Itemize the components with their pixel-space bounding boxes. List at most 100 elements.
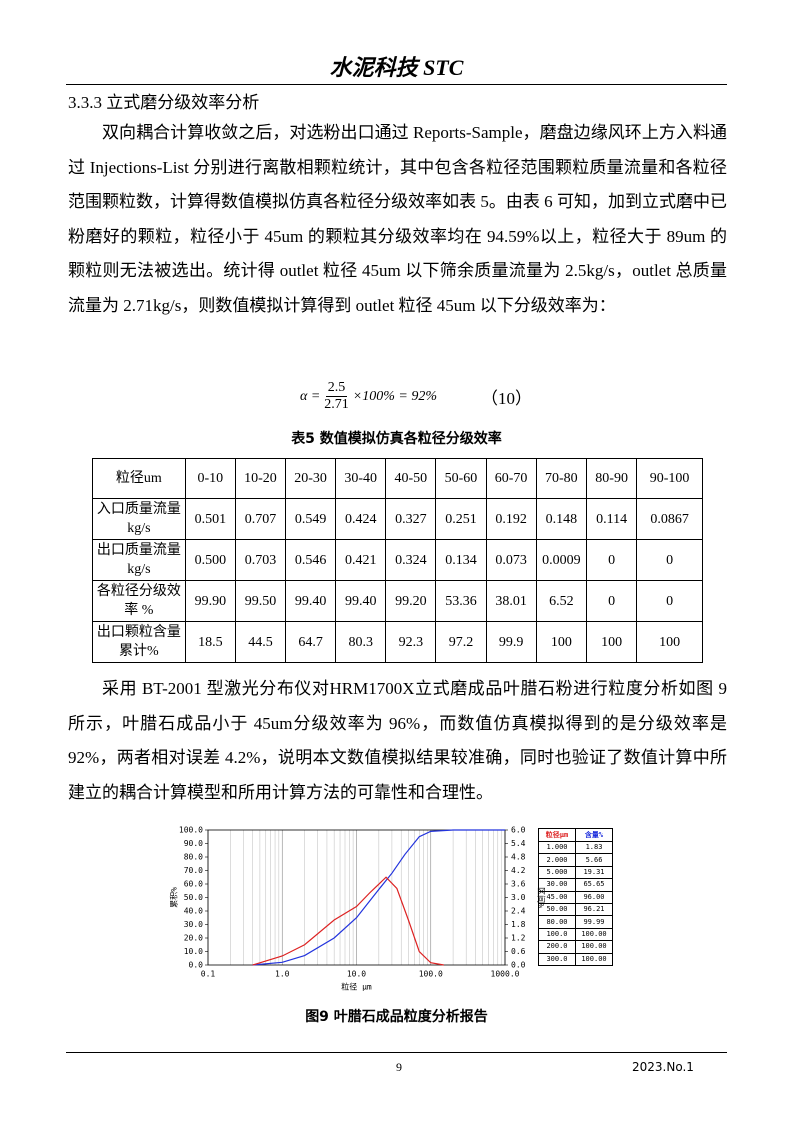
table-cell: 0.327 (385, 498, 437, 540)
table-cell: 100.00 (575, 927, 613, 942)
table-cell: 97.2 (435, 621, 487, 663)
x-tick-label: 0.1 (201, 970, 216, 979)
table-cell: 50.00 (538, 902, 576, 917)
table-cell: 64.7 (284, 621, 337, 663)
equation: α = 2.5 2.71 ×100% = 92% （10） (300, 380, 532, 413)
table-row: 30.00 65.65 (538, 878, 613, 892)
paragraph: 采用 BT-2001 型激光分布仪对HRM1700X立式磨成品叶腊石粉进行粒度分… (68, 679, 727, 802)
denominator: 2.71 (324, 397, 349, 412)
table-cell: 100.00 (575, 952, 613, 966)
table-cell: 0.148 (535, 498, 588, 540)
y2-tick-label: 1.2 (511, 934, 526, 943)
table-cell: 0.114 (586, 498, 638, 540)
table-cell: 18.5 (184, 621, 236, 663)
table-cell: 99.90 (184, 580, 236, 622)
table-cell: 44.5 (234, 621, 287, 663)
y2-tick-label: 2.4 (511, 907, 526, 916)
y2-tick-label: 0.0 (511, 961, 526, 970)
y-axis-label: 累积% (169, 887, 179, 908)
y2-tick-label: 4.8 (511, 853, 526, 862)
y-tick-label: 100.0 (179, 826, 203, 835)
plot-frame (207, 829, 506, 966)
table-row: 入口质量流量 kg/s 0.501 0.707 0.549 0.424 0.327 0.25… (92, 498, 703, 540)
table-cell: 96.21 (575, 902, 613, 917)
header-cell: 70-80 (535, 458, 588, 499)
table-cell: 0.546 (284, 539, 337, 581)
equation-number: （10） (481, 389, 533, 408)
table-row: 100.0 100.00 (538, 927, 613, 942)
table-cell: 0.192 (485, 498, 537, 540)
issue: 2023.No.1 (632, 1060, 694, 1074)
table-cell: 0.424 (335, 498, 387, 540)
table-row: 1.000 1.83 (538, 840, 613, 855)
y-tick-label: 20.0 (184, 934, 203, 943)
table-cell: 0.134 (435, 539, 487, 581)
table-cell: 0 (586, 580, 638, 622)
table-row: 45.00 96.00 (538, 890, 613, 904)
table-cell: 100 (535, 621, 588, 663)
numerator: 2.5 (325, 380, 348, 397)
table-caption: 表5 数值模拟仿真各粒径分级效率 (291, 431, 502, 447)
table-cell: 99.40 (284, 580, 337, 622)
table-row: 5.000 19.31 (538, 865, 613, 880)
table-cell: 53.36 (435, 580, 487, 622)
header-cell: 90-100 (636, 458, 703, 499)
table-cell: 0.0009 (535, 539, 588, 581)
y2-tick-label: 6.0 (511, 826, 526, 835)
table-row: 各粒径分级效 率 % 99.90 99.50 99.40 99.40 99.20 53.36… (92, 580, 703, 622)
header-cell: 60-70 (485, 458, 537, 499)
table-cell: 100 (636, 621, 703, 663)
table-cell: 出口颗粒含量 累计% (92, 621, 186, 663)
header-cell: 80-90 (586, 458, 638, 499)
table-cell: 0.501 (184, 498, 236, 540)
y-tick-label: 70.0 (184, 866, 203, 875)
table-cell: 0.324 (385, 539, 437, 581)
series-line (252, 876, 444, 966)
table-cell: 99.50 (234, 580, 287, 622)
table-cell: 各粒径分级效 率 % (92, 580, 186, 622)
y-tick-label: 30.0 (184, 920, 203, 929)
x-tick-label: 1.0 (275, 970, 290, 979)
table-cell: 100.00 (575, 940, 613, 954)
header-cell: 10-20 (234, 458, 287, 499)
series-line (252, 829, 505, 966)
table-cell: 5.000 (538, 865, 576, 880)
x-tick-label: 10.0 (347, 970, 366, 979)
y2-tick-label: 0.6 (511, 947, 526, 956)
header-cell: 30-40 (335, 458, 387, 499)
table-row: 粒径um 0-10 10-20 20-30 30-40 40-50 50-60 60-70 70… (92, 458, 703, 499)
header-cell: 20-30 (284, 458, 337, 499)
paragraph: 双向耦合计算收敛之后，对选粉出口通过 Reports-Sample，磨盘边缘风环… (68, 123, 727, 315)
header-cell: 0-10 (184, 458, 236, 499)
table-row: 出口颗粒含量 累计% 18.5 44.5 64.7 80.3 92.3 97.2 99.9 10… (92, 621, 703, 663)
table-row: 2.000 5.66 (538, 853, 613, 867)
table-cell: 0.251 (435, 498, 487, 540)
header-cell: 粒径μm (538, 828, 576, 842)
y-tick-label: 80.0 (184, 853, 203, 862)
table-cell: 0.0867 (636, 498, 703, 540)
table-cell: 80.3 (335, 621, 387, 663)
y2-tick-label: 3.0 (511, 893, 526, 902)
table-row: 粒径μm 含量% (538, 828, 613, 842)
x-tick-label: 1000.0 (491, 970, 520, 979)
header-cell: 粒径um (92, 458, 186, 499)
table-cell: 0.421 (335, 539, 387, 581)
table-cell: 100 (586, 621, 638, 663)
figure-table: 粒径μm 含量% 1.000 1.83 2.000 5.66 5.000 19.31 30.00… (538, 828, 613, 966)
y2-tick-label: 4.2 (511, 866, 526, 875)
y2-tick-label: 1.8 (511, 920, 526, 929)
y-tick-label: 60.0 (184, 880, 203, 889)
table-cell: 96.00 (575, 890, 613, 904)
footer-rule (66, 1052, 727, 1053)
table-cell: 99.99 (575, 915, 613, 929)
table-cell: 0.500 (184, 539, 236, 581)
x-tick-label: 100.0 (419, 970, 443, 979)
table-row: 200.0 100.00 (538, 940, 613, 954)
table-cell: 0.549 (284, 498, 337, 540)
table-cell: 5.66 (575, 853, 613, 867)
y-tick-label: 90.0 (184, 839, 203, 848)
table-cell: 0.703 (234, 539, 287, 581)
header-cell: 含量% (575, 828, 613, 842)
y2-tick-label: 3.6 (511, 880, 526, 889)
